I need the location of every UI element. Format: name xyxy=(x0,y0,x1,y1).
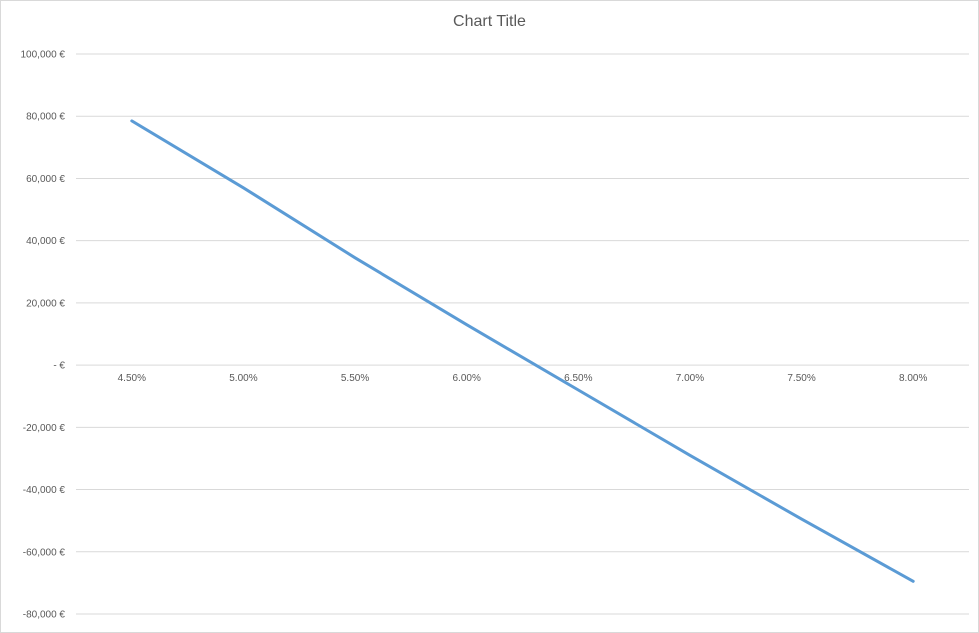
y-tick-label: -40,000 € xyxy=(23,485,66,496)
x-tick-label: 8.00% xyxy=(899,373,927,384)
x-tick-label: 7.50% xyxy=(787,373,815,384)
x-tick-label: 7.00% xyxy=(676,373,704,384)
series-line xyxy=(130,119,915,583)
y-tick-label: -20,000 € xyxy=(23,423,66,434)
y-tick-label: -60,000 € xyxy=(23,547,66,558)
y-tick-label: 40,000 € xyxy=(26,236,65,247)
x-tick-label: 4.50% xyxy=(118,373,146,384)
x-tick-label: 6.00% xyxy=(453,373,481,384)
y-tick-label: - € xyxy=(53,361,65,372)
y-tick-label: 100,000 € xyxy=(21,50,66,61)
x-tick-label: 6.50% xyxy=(564,373,592,384)
chart-title: Chart Title xyxy=(453,13,526,30)
y-tick-label: 80,000 € xyxy=(26,112,65,123)
y-tick-label: 20,000 € xyxy=(26,298,65,309)
y-tick-label: -80,000 € xyxy=(23,610,66,621)
x-tick-label: 5.50% xyxy=(341,373,369,384)
x-tick-label: 5.00% xyxy=(229,373,257,384)
y-tick-label: 60,000 € xyxy=(26,174,65,185)
